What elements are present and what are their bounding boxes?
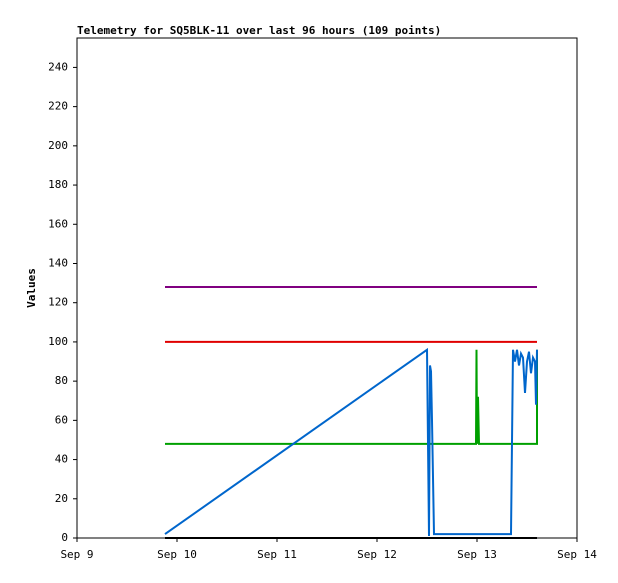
- series-line: [165, 349, 538, 445]
- x-tick-label: Sep 12: [357, 548, 397, 561]
- y-tick-label: 120: [48, 296, 68, 309]
- y-tick-label: 160: [48, 217, 68, 230]
- x-tick-label: Sep 11: [257, 548, 297, 561]
- y-tick-label: 60: [55, 413, 68, 426]
- y-tick-label: 0: [61, 531, 68, 544]
- y-tick-label: 80: [55, 374, 68, 387]
- y-tick-label: 40: [55, 453, 68, 466]
- y-tick-label: 200: [48, 139, 68, 152]
- y-tick-label: 100: [48, 335, 68, 348]
- y-tick-label: 220: [48, 100, 68, 113]
- x-tick-label: Sep 13: [457, 548, 497, 561]
- x-tick-label: Sep 9: [60, 548, 93, 561]
- x-tick-label: Sep 14: [557, 548, 597, 561]
- series-line: [164, 347, 538, 537]
- y-tick-label: 240: [48, 60, 68, 73]
- y-tick-label: 180: [48, 178, 68, 191]
- chart-title: Telemetry for SQ5BLK-11 over last 96 hou…: [77, 24, 441, 37]
- y-axis-label: Values: [25, 268, 38, 308]
- y-tick-label: 140: [48, 256, 68, 269]
- y-tick-label: 20: [55, 492, 68, 505]
- x-tick-label: Sep 10: [157, 548, 197, 561]
